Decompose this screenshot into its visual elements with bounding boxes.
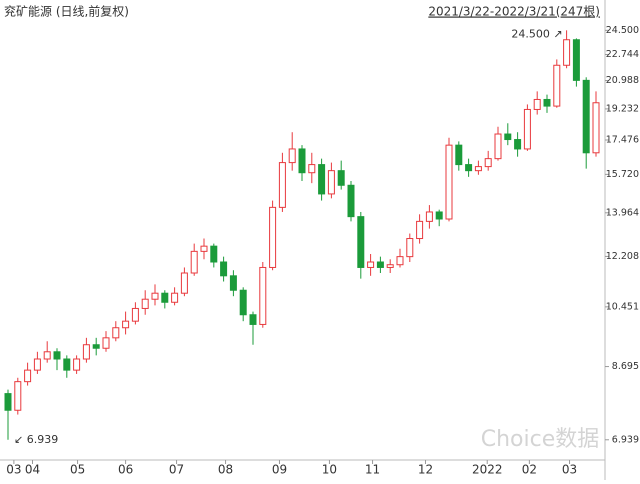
candle-body: [582, 79, 590, 154]
candle-body: [425, 211, 433, 222]
x-tick-label: 10: [322, 463, 337, 477]
candle-body: [543, 98, 551, 107]
candle-body: [92, 344, 100, 349]
candle-body: [33, 358, 41, 371]
chart-title: 兖矿能源 (日线,前复权): [4, 4, 129, 19]
candle-body: [122, 320, 130, 329]
candle-body: [249, 314, 257, 325]
x-tick-label: 02: [522, 463, 537, 477]
x-tick-label: 2022: [472, 463, 503, 477]
candle-body: [514, 139, 522, 150]
candle-body: [63, 358, 71, 371]
candle-body: [318, 164, 326, 195]
watermark: Choice数据: [481, 427, 600, 452]
candle-body: [131, 307, 139, 322]
y-tick-label: 13.964: [606, 207, 639, 218]
y-tick-label: 22.744: [606, 49, 639, 60]
candle-body: [210, 245, 218, 263]
candle-body: [474, 166, 482, 172]
candle-body: [102, 337, 110, 349]
date-range: 2021/3/22-2022/3/21(247根): [428, 5, 600, 19]
candle-body: [435, 211, 443, 220]
x-tick-label: 04: [25, 463, 40, 477]
candle-body: [14, 381, 22, 411]
y-tick-label: 8.695: [612, 361, 639, 372]
candle-body: [308, 164, 316, 174]
y-tick-label: 15.720: [606, 169, 639, 180]
candle-body: [239, 289, 247, 316]
x-tick-label: 07: [169, 463, 184, 477]
x-tick-label: 09: [272, 463, 287, 477]
x-tick-label: 06: [118, 463, 133, 477]
candle-body: [288, 148, 296, 164]
candle-body: [278, 162, 286, 208]
candle-body: [82, 344, 90, 360]
annotation: 24.500 ↗: [511, 27, 562, 40]
candle-body: [73, 358, 81, 371]
candle-body: [592, 102, 600, 154]
candle-body: [347, 184, 355, 218]
y-tick-label: 20.988: [606, 75, 639, 86]
candle-body: [141, 298, 149, 309]
candle-body: [200, 245, 208, 252]
candle-body: [553, 64, 561, 107]
x-tick-label: 05: [70, 463, 85, 477]
x-tick-label: 08: [218, 463, 233, 477]
candle-body: [572, 39, 580, 81]
x-tick-label: 12: [418, 463, 433, 477]
candle-body: [357, 216, 365, 268]
y-tick-label: 24.500: [606, 25, 639, 36]
candle-body: [53, 351, 61, 360]
candle-body: [180, 272, 188, 294]
candle-body: [484, 158, 492, 168]
x-tick-label: 03: [562, 463, 577, 477]
y-tick-label: 19.232: [606, 103, 639, 114]
candle-body: [298, 148, 306, 174]
candle-body: [386, 264, 394, 268]
candle-body: [171, 292, 179, 303]
candle-body: [504, 133, 512, 141]
candle-body: [494, 133, 502, 160]
annotation: ↙ 6.939: [14, 433, 58, 446]
candle-body: [4, 393, 12, 411]
candle-body: [523, 108, 531, 150]
candle-body: [161, 292, 169, 303]
candle-body: [376, 261, 384, 268]
candle-body: [563, 39, 571, 66]
candle-body: [24, 369, 32, 383]
candle-body: [445, 144, 453, 220]
candle-body: [229, 275, 237, 291]
candle-body: [465, 164, 473, 172]
candle-body: [396, 256, 404, 266]
candle-body: [533, 98, 541, 110]
candle-body: [416, 220, 424, 240]
y-tick-label: 12.208: [606, 251, 639, 262]
candle-body: [220, 261, 228, 277]
candle-body: [367, 261, 375, 268]
y-tick-label: 10.451: [606, 301, 639, 312]
candle-body: [190, 250, 198, 274]
x-tick-label: 03: [6, 463, 21, 477]
candle-body: [406, 238, 414, 258]
candle-body: [112, 327, 120, 339]
candle-body: [259, 266, 267, 325]
y-tick-label: 6.939: [612, 434, 639, 445]
candle-body: [327, 170, 335, 195]
candle-body: [455, 144, 463, 166]
candle-body: [43, 351, 51, 360]
y-tick-label: 17.476: [606, 134, 639, 145]
candle-body: [337, 170, 345, 186]
candle-body: [269, 206, 277, 268]
candle-body: [151, 292, 159, 300]
x-tick-label: 11: [365, 463, 380, 477]
